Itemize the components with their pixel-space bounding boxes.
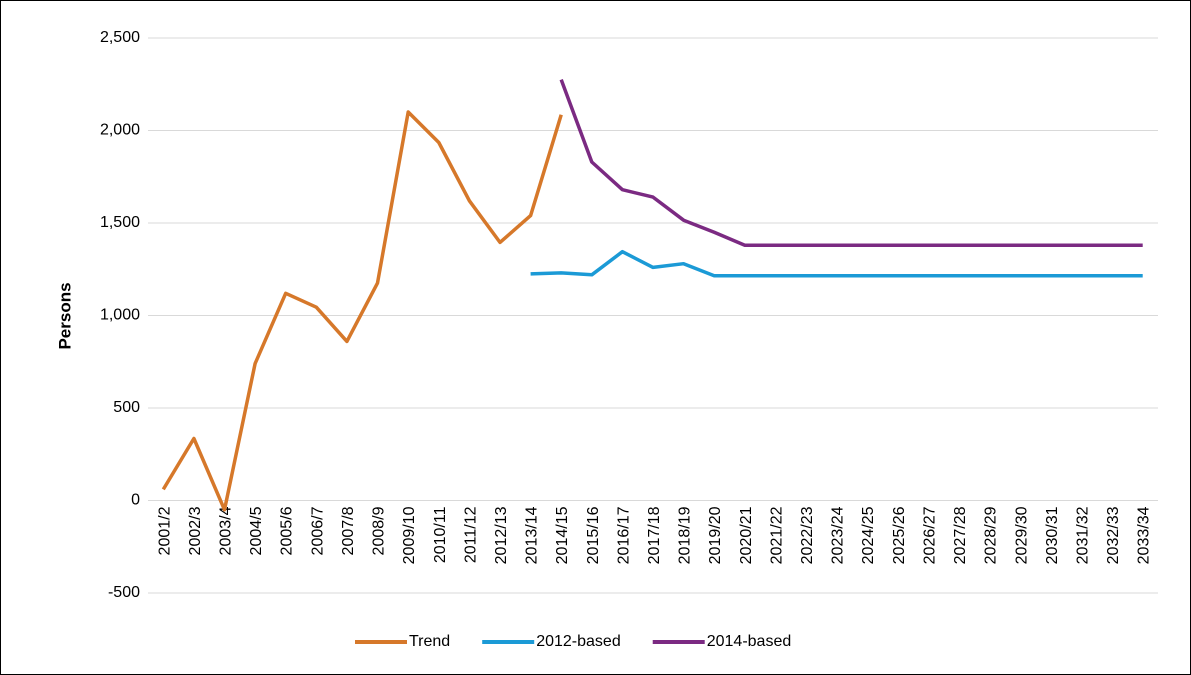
y-tick-label: 2,500 [100,29,140,46]
y-tick-label: -500 [108,584,140,601]
x-tick-label: 2028/29 [983,506,1000,564]
x-tick-label: 2014/15 [554,506,571,564]
x-tick-label: 2008/9 [371,506,388,555]
x-tick-label: 2029/30 [1013,506,1030,564]
x-tick-label: 2025/26 [891,506,908,564]
legend-label: Trend [409,633,450,650]
x-tick-label: 2021/22 [768,506,785,564]
x-tick-label: 2018/19 [677,506,694,564]
x-tick-label: 2007/8 [340,506,357,555]
series-line [559,78,1143,247]
x-tick-label: 2006/7 [309,506,326,555]
x-tick-label: 2027/28 [952,506,969,564]
y-tick-label: 2,000 [100,122,140,139]
x-tick-label: 2032/33 [1105,506,1122,564]
x-tick-label: 2004/5 [248,506,265,555]
y-tick-label: 0 [131,492,140,509]
legend-label: 2012-based [536,633,621,650]
x-tick-label: 2015/16 [585,506,602,564]
x-tick-label: 2022/23 [799,506,816,564]
y-tick-label: 1,000 [100,307,140,324]
legend-label: 2014-based [707,633,792,650]
x-tick-label: 2020/21 [738,506,755,564]
x-tick-label: 2009/10 [401,506,418,564]
x-tick-label: 2001/2 [156,506,173,555]
x-tick-label: 2026/27 [921,506,938,564]
x-tick-label: 2003/4 [218,506,235,555]
x-tick-label: 2002/3 [187,506,204,555]
x-tick-label: 2017/18 [646,506,663,564]
y-tick-label: 1,500 [100,214,140,231]
x-tick-label: 2011/12 [462,506,479,563]
x-tick-label: 2010/11 [432,506,449,563]
x-tick-label: 2016/17 [615,506,632,564]
y-axis-title: Persons [55,282,74,349]
x-tick-label: 2024/25 [860,506,877,564]
x-tick-label: 2019/20 [707,506,724,564]
x-tick-label: 2031/32 [1074,506,1091,564]
x-tick-label: 2012/13 [493,506,510,564]
x-tick-label: 2033/34 [1136,506,1153,564]
series-line [161,110,563,512]
x-tick-label: 2013/14 [524,506,541,564]
y-tick-label: 500 [113,399,140,416]
x-tick-label: 2005/6 [279,506,296,555]
series-line [530,249,1143,278]
x-tick-label: 2023/24 [830,506,847,564]
x-tick-label: 2030/31 [1044,506,1061,564]
